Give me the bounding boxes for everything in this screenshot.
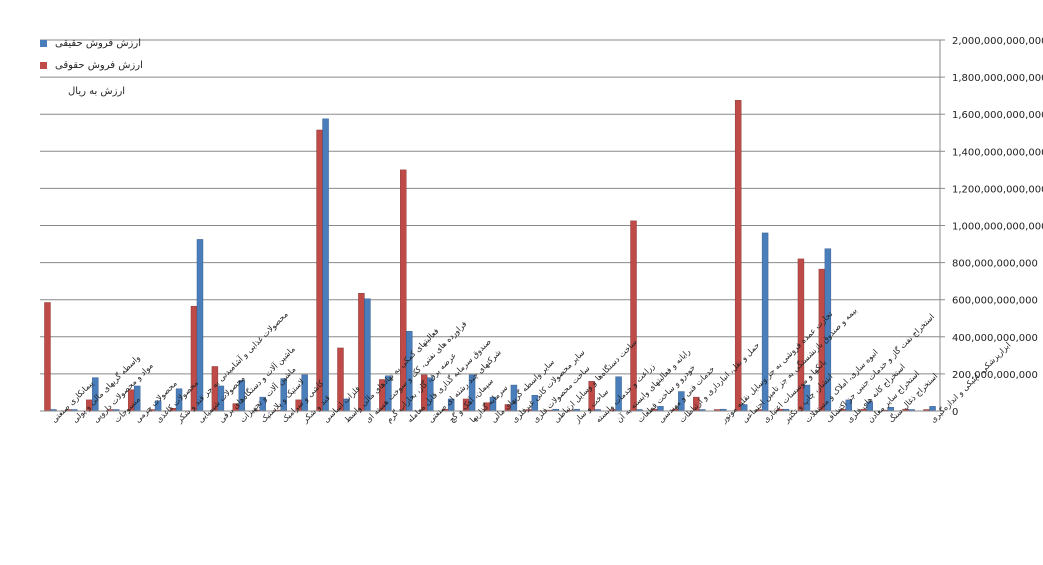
gridlines [40,39,940,375]
y-tick-label: 1,400,000,000,000 [952,147,1043,158]
y-tick-label: 1,200,000,000,000 [952,184,1043,195]
bar-legal [316,129,323,412]
y-tick-label: 800,000,000,000 [952,259,1038,270]
y-tick-label: 200,000,000,000 [952,370,1038,381]
bar-group [923,406,936,412]
bar-legal [190,305,198,412]
y-tick-label: 0 [952,407,958,418]
legend-label-real: ارزش فروش حقیقی [55,37,141,49]
legend: ارزش فروش حقیقی ارزش فروش حقوقی [40,32,143,76]
bar-legal [44,302,51,412]
y-tick-label: 1,600,000,000,000 [952,110,1043,121]
legend-swatch-legal [40,61,47,69]
y-tick-label: 1,800,000,000,000 [952,73,1043,84]
y-tick-label: 400,000,000,000 [952,333,1038,344]
y-tick-label: 2,000,000,000,000 [952,36,1043,47]
legend-swatch-real [40,39,47,47]
bar-real [929,406,936,412]
bar-group [316,118,329,412]
axes [40,39,945,412]
bar-groups [44,100,936,412]
y-tick-labels: 0 200,000,000,000 400,000,000,000 600,000,0… [952,36,1043,418]
y-tick-label: 1,000,000,000,000 [952,222,1043,233]
bar-group [44,302,57,412]
bar-legal [358,293,365,412]
y-axis-unit-label: ارزش به ریال [68,86,126,97]
legend-item-real: ارزش فروش حقیقی [40,32,143,54]
legend-item-legal: ارزش فروش حقوقی [40,54,143,76]
y-tick-label: 600,000,000,000 [952,296,1038,307]
bar-real [322,118,329,412]
x-tick-label: ابزارپزشکی، اپتیکی و اندازه‌گیری [928,340,1013,425]
legend-label-legal: ارزش فروش حقوقی [55,59,143,71]
